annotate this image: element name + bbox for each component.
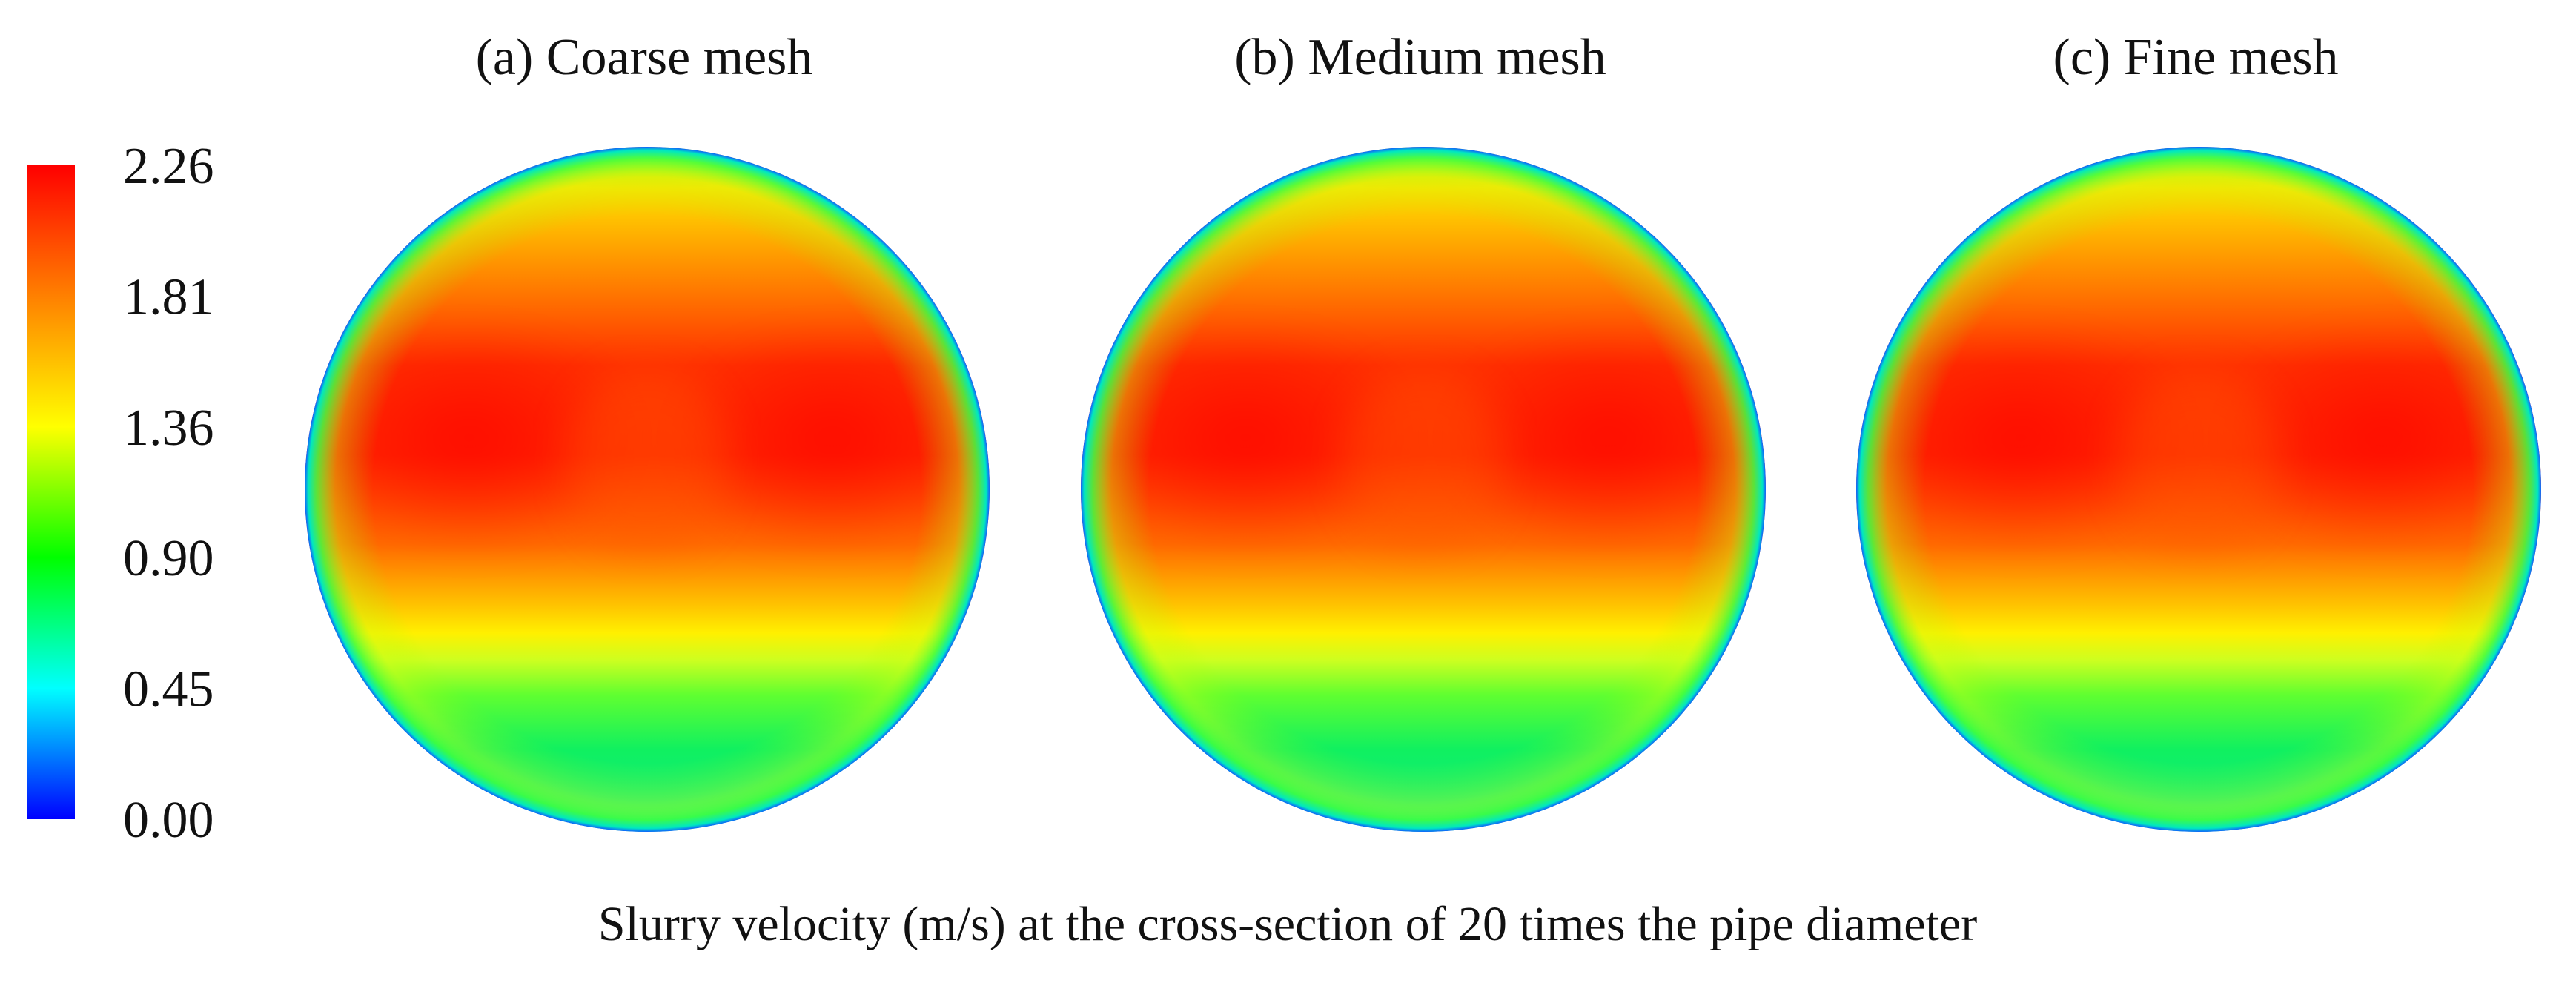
panel-title: (a) Coarse mesh [476, 29, 813, 86]
panel: (c) Fine mesh [1856, 29, 2541, 832]
panel: (b) Medium mesh [1081, 29, 1766, 832]
colorbar-scale [27, 165, 75, 819]
colorbar-tick-label: 2.26 [123, 138, 214, 195]
panel: (a) Coarse mesh [305, 29, 990, 832]
panel-title: (b) Medium mesh [1234, 29, 1606, 86]
colorbar-tick-label: 0.00 [123, 792, 214, 849]
velocity-contour [305, 147, 990, 832]
colorbar-tick-label: 1.81 [123, 268, 214, 325]
colorbar-tick-label: 0.90 [123, 530, 214, 587]
colorbar: 2.26 1.81 1.36 0.90 0.45 0.00 [27, 138, 214, 849]
colorbar-tick-label: 0.45 [123, 661, 214, 718]
velocity-contour [1856, 147, 2541, 832]
figure-caption: Slurry velocity (m/s) at the cross-secti… [598, 897, 1977, 951]
panels: (a) Coarse mesh (b) Medium mesh (c) Fine m… [305, 29, 2541, 832]
colorbar-tick-label: 1.36 [123, 400, 214, 457]
panel-title: (c) Fine mesh [2053, 29, 2339, 86]
velocity-contour [1081, 147, 1766, 832]
